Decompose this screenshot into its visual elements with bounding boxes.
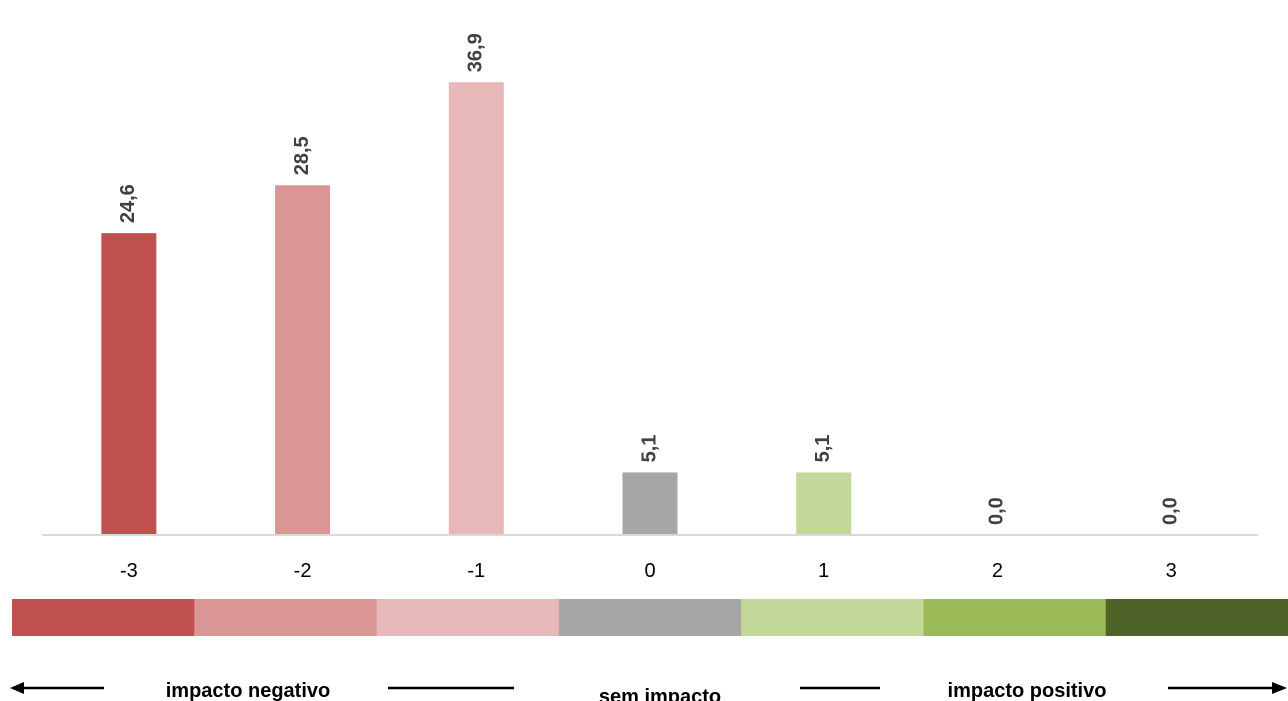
x-tick-label-6: 3 [1166, 560, 1177, 582]
impact-color-scale [12, 599, 1288, 636]
bar-value-label-0: 24,6 [117, 184, 139, 223]
bar-2 [448, 82, 504, 536]
legend-none-label: sem impacto [599, 686, 721, 701]
bar-value-label-6: 0,0 [1159, 497, 1181, 525]
bar-value-label-2: 36,9 [465, 33, 487, 72]
x-tick-label-2: -1 [467, 560, 485, 582]
legend-positive-label: impacto positivo [948, 680, 1107, 701]
bar-value-label-1: 28,5 [291, 136, 313, 175]
x-tick-label-1: -2 [294, 560, 312, 582]
x-tick-label-0: -3 [120, 560, 138, 582]
bar-value-label-5: 0,0 [986, 497, 1008, 525]
x-tick-label-5: 2 [992, 560, 1003, 582]
bar-4 [796, 472, 852, 535]
x-tick-label-3: 0 [644, 560, 655, 582]
x-tick-label-4: 1 [818, 560, 829, 582]
bars-group: 24,6 28,5 36,9 5,1 5,1 0,0 0,0 [101, 33, 1181, 536]
scale-segment-6 [1105, 599, 1288, 636]
right-arrowhead-icon [1272, 682, 1287, 694]
bar-value-label-4: 5,1 [812, 435, 834, 463]
bar-1 [275, 185, 331, 535]
left-arrowhead-icon [10, 682, 24, 694]
x-tick-labels: -3 -2 -1 0 1 2 3 [120, 560, 1177, 582]
bar-3 [622, 472, 678, 535]
impact-legend: impacto negativo sem impacto impacto pos… [10, 680, 1287, 701]
scale-segment-0 [12, 599, 195, 636]
scale-segment-3 [558, 599, 742, 636]
legend-negative-label: impacto negativo [166, 680, 330, 701]
bar-value-label-3: 5,1 [638, 435, 660, 463]
bar-0 [101, 233, 157, 535]
scale-segment-2 [376, 599, 560, 636]
scale-segment-1 [194, 599, 378, 636]
scale-segment-4 [741, 599, 924, 636]
scale-segment-5 [923, 599, 1107, 636]
